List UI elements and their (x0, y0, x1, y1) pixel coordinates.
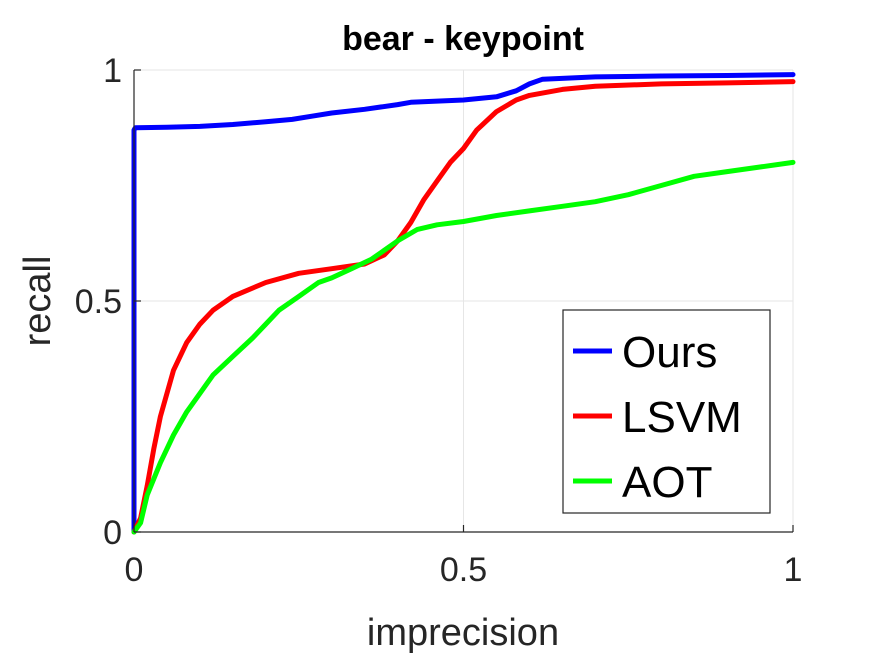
legend: Ours LSVM AOT (562, 309, 771, 514)
chart-title: bear - keypoint (342, 20, 584, 58)
legend-label-ours: Ours (622, 328, 717, 377)
y-tick-label: 0 (103, 514, 122, 552)
legend-label-lsvm: LSVM (622, 393, 742, 442)
axes (133, 69, 794, 533)
series-line-ours (131, 72, 796, 535)
series-line-aot (131, 159, 796, 535)
x-axis-label: imprecision (367, 612, 559, 654)
y-axis-label: recall (17, 256, 59, 347)
y-tick-label: 1 (103, 52, 122, 90)
y-tick-label: 0.5 (75, 283, 122, 321)
tick-labels: 0 0.5 1 0 0.5 1 (75, 52, 803, 589)
x-tick-label: 0.5 (440, 551, 487, 589)
x-tick-label: 0 (125, 551, 144, 589)
series-layer (131, 72, 796, 535)
legend-label-aot: AOT (622, 458, 712, 507)
x-tick-label: 1 (784, 551, 803, 589)
